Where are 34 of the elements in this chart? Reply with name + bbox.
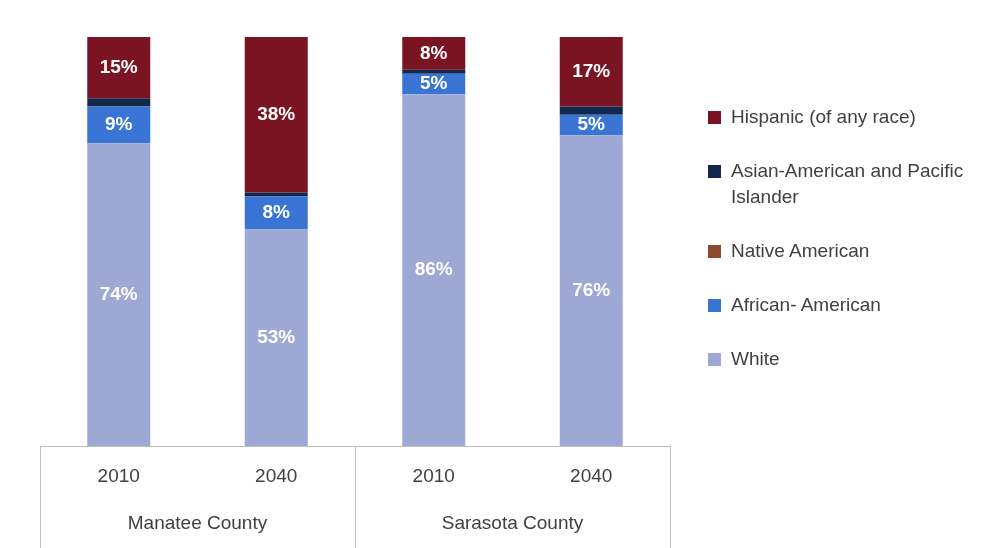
bar: [244, 229, 308, 446]
legend-label: African- American: [731, 293, 881, 317]
data-label: 76%: [572, 278, 611, 300]
data-label: 8%: [262, 201, 291, 223]
data-label: 53%: [257, 325, 296, 347]
data-label: 86%: [414, 258, 453, 280]
legend-label: Hispanic (of any race): [731, 105, 916, 129]
data-label: 15%: [99, 55, 138, 77]
legend-label: White: [731, 347, 780, 371]
x-tick-label: 2010: [412, 465, 455, 487]
data-label: 5%: [420, 72, 448, 94]
data-label: 38%: [257, 102, 296, 124]
bar: [87, 143, 151, 446]
x-tick-label: 2040: [255, 465, 298, 487]
bar: [244, 37, 308, 193]
legend-label: Asian-American and Pacific Islander: [731, 159, 965, 209]
data-label: 8%: [420, 41, 448, 63]
data-label: 9%: [105, 113, 133, 135]
bar: [87, 98, 151, 107]
x-tick-label: 2040: [570, 465, 613, 487]
bar: [559, 135, 623, 446]
x-tick-label: 2010: [97, 465, 140, 487]
text: Sarasota County: [441, 512, 584, 534]
bar: [402, 94, 466, 446]
bar: [559, 37, 623, 107]
data-label: 5%: [577, 113, 606, 135]
bar: [244, 192, 308, 197]
data-label: 74%: [99, 282, 138, 304]
bar: [559, 106, 623, 115]
legend-label: Native American: [731, 239, 870, 263]
text: Manatee County: [127, 512, 268, 534]
bar: [402, 69, 466, 74]
data-label: 17%: [572, 60, 611, 81]
bar: [87, 37, 151, 99]
